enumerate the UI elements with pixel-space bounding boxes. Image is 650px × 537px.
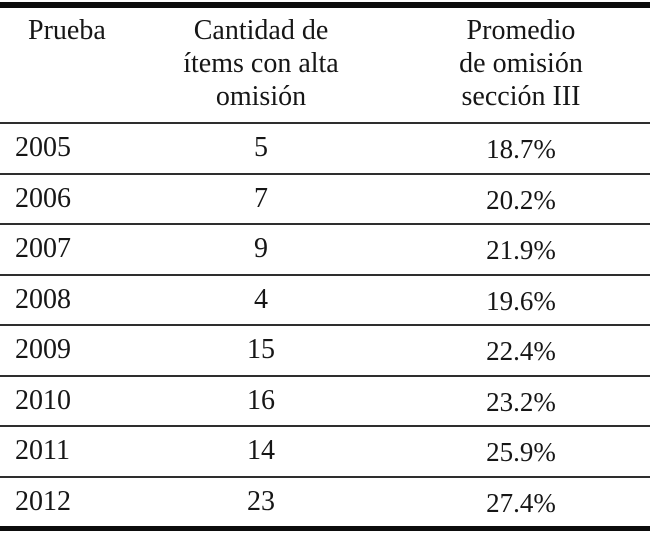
cell-year: 2012 — [15, 485, 71, 517]
cell-item-count: 7 — [254, 182, 268, 214]
table-row-2012: 2012 23 27.4% — [0, 475, 650, 527]
cell-item-count: 9 — [254, 233, 268, 265]
cell-omission-avg: 22.4% — [486, 336, 556, 367]
table-row-2010: 2010 16 23.2% — [0, 374, 650, 426]
cell-year: 2005 — [15, 132, 71, 164]
cell-omission-avg: 23.2% — [486, 386, 556, 417]
cell-year: 2007 — [15, 233, 71, 265]
cell-item-count: 23 — [247, 485, 275, 517]
cell-omission-avg: 18.7% — [486, 134, 556, 165]
table-row-2007: 2007 9 21.9% — [0, 223, 650, 274]
cell-year: 2008 — [15, 283, 71, 315]
cell-year: 2006 — [15, 182, 71, 214]
cell-year: 2011 — [15, 435, 70, 467]
cell-item-count: 4 — [254, 283, 268, 315]
table-header-row: Prueba Cantidad de ítems con alta omisió… — [0, 8, 650, 122]
cell-omission-avg: 27.4% — [486, 487, 556, 518]
cell-year: 2010 — [15, 384, 71, 416]
cell-item-count: 14 — [247, 435, 275, 467]
header-cell-items: Cantidad de ítems con alta omisión — [183, 15, 339, 112]
cell-omission-avg: 25.9% — [486, 437, 556, 468]
cell-omission-avg: 21.9% — [486, 235, 556, 266]
cell-year: 2009 — [15, 334, 71, 366]
table-row-2005: 2005 5 18.7% — [0, 122, 650, 173]
header-cell-prueba: Prueba — [28, 15, 106, 46]
table-row-2008: 2008 4 19.6% — [0, 273, 650, 325]
table-row-2006: 2006 7 20.2% — [0, 172, 650, 224]
cell-omission-avg: 19.6% — [486, 285, 556, 316]
table-row-2011: 2011 14 25.9% — [0, 425, 650, 476]
cell-item-count: 16 — [247, 384, 275, 416]
cell-item-count: 15 — [247, 334, 275, 366]
cell-omission-avg: 20.2% — [486, 184, 556, 215]
table-row-2009: 2009 15 22.4% — [0, 324, 650, 375]
cell-item-count: 5 — [254, 132, 268, 164]
header-cell-promedio: Promedio de omisión sección III — [459, 15, 583, 112]
